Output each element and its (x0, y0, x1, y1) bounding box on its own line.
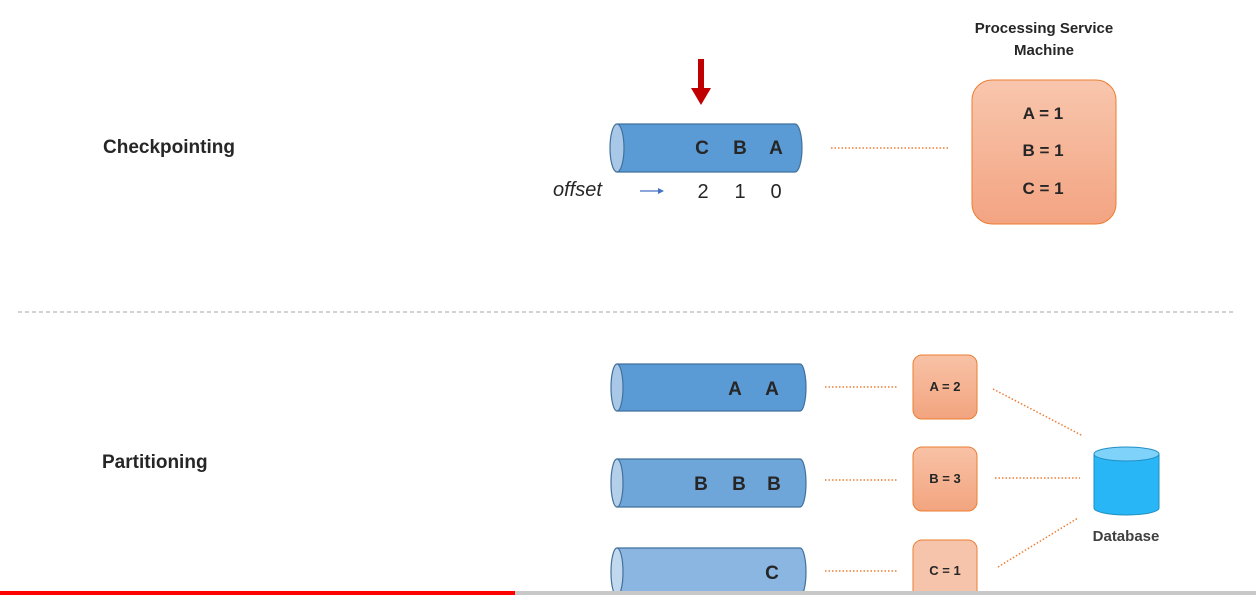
partition-1-letter: A (728, 379, 742, 400)
checkpoint-letter-b: B (733, 138, 747, 159)
service-entry-b: B = 1 (1022, 141, 1063, 160)
db-connector-1 (992, 388, 1084, 437)
partition-2-state: B = 3 (929, 471, 960, 486)
service-title-line-1: Processing Service (975, 20, 1113, 37)
offset-value-1: 1 (734, 181, 745, 203)
offset-value-0: 0 (770, 181, 781, 203)
database-icon (1093, 446, 1160, 516)
partition-1-letter: A (765, 379, 779, 400)
processing-service-box (971, 79, 1117, 225)
partition-pipe-3 (610, 547, 807, 595)
partition-2-letter: B (694, 474, 708, 495)
partition-1-state: A = 2 (930, 379, 961, 394)
checkpointing-label: Checkpointing (103, 137, 235, 158)
partition-3-state: C = 1 (929, 563, 960, 578)
offset-arrow-icon (640, 188, 664, 194)
video-progress-played (0, 591, 515, 595)
checkpoint-arrow-icon (691, 59, 711, 105)
partition-pipe-2 (610, 458, 807, 508)
db-connector-3 (997, 517, 1079, 568)
checkpoint-pipe (609, 123, 803, 173)
partition-1-state-box (912, 354, 978, 420)
service-entry-a: A = 1 (1023, 104, 1063, 123)
video-progress-bar[interactable] (0, 591, 1256, 595)
partition-2-letter: B (767, 474, 781, 495)
database-label: Database (1093, 528, 1160, 545)
offset-label: offset (553, 179, 603, 201)
partition-2-state-box (912, 446, 978, 512)
partitioning-label: Partitioning (102, 452, 208, 473)
checkpoint-letter-a: A (769, 138, 783, 159)
partition-3-letter: C (765, 563, 779, 584)
service-entry-c: C = 1 (1022, 179, 1063, 198)
service-title-line-2: Machine (1014, 42, 1074, 59)
partition-2-letter: B (732, 474, 746, 495)
partition-3-state-box (912, 539, 978, 595)
checkpoint-letter-c: C (695, 138, 709, 159)
offset-value-2: 2 (697, 181, 708, 203)
partition-pipe-1 (610, 363, 807, 412)
